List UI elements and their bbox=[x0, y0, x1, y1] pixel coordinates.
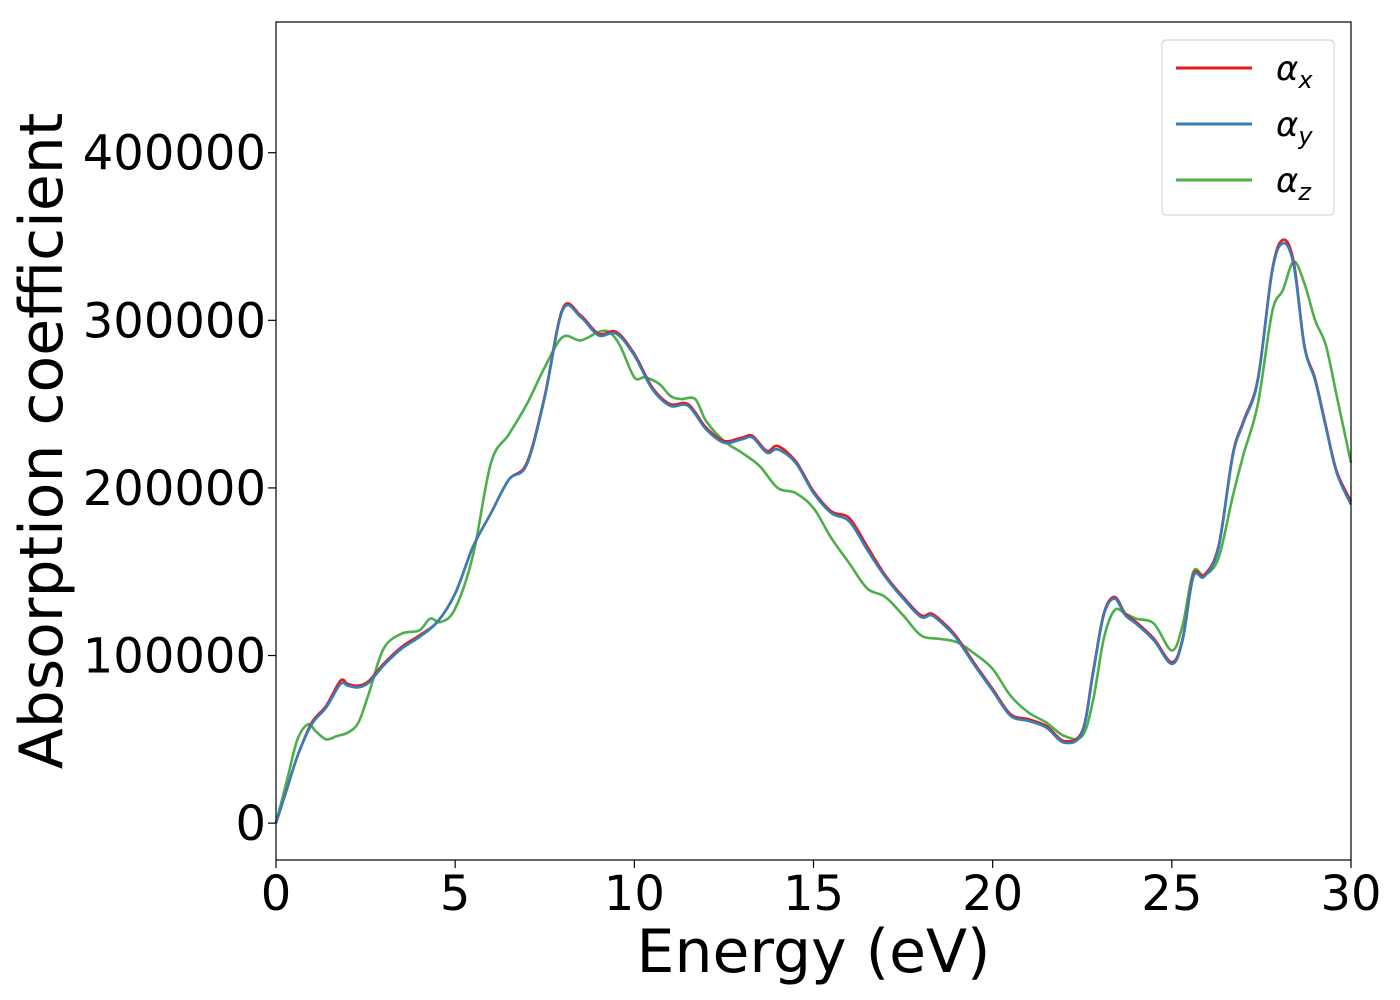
y-tick-label: 100000 bbox=[83, 629, 266, 685]
y-axis-ticks: 0 100000 200000 300000 400000 bbox=[83, 126, 276, 852]
y-axis-label: Absorption coefficient bbox=[7, 113, 77, 770]
x-tick-label: 30 bbox=[1320, 866, 1381, 922]
y-tick-label: 400000 bbox=[83, 126, 266, 182]
x-tick-label: 10 bbox=[604, 866, 665, 922]
series-line-y bbox=[274, 241, 1353, 824]
x-tick-label: 5 bbox=[440, 866, 471, 922]
x-tick-label: 20 bbox=[962, 866, 1023, 922]
series-line-z bbox=[274, 260, 1353, 824]
series-lines bbox=[274, 238, 1353, 824]
x-tick-label: 25 bbox=[1141, 866, 1202, 922]
y-tick-label: 0 bbox=[235, 796, 266, 852]
x-axis-ticks: 0 5 10 15 20 25 30 bbox=[261, 860, 1382, 922]
y-tick-label: 200000 bbox=[83, 461, 266, 517]
y-tick-label: 300000 bbox=[83, 293, 266, 349]
x-tick-label: 15 bbox=[783, 866, 844, 922]
x-tick-label: 0 bbox=[261, 866, 292, 922]
x-axis-label: Energy (eV) bbox=[637, 917, 991, 987]
legend-box bbox=[1161, 39, 1335, 216]
series-line-x bbox=[274, 238, 1353, 824]
